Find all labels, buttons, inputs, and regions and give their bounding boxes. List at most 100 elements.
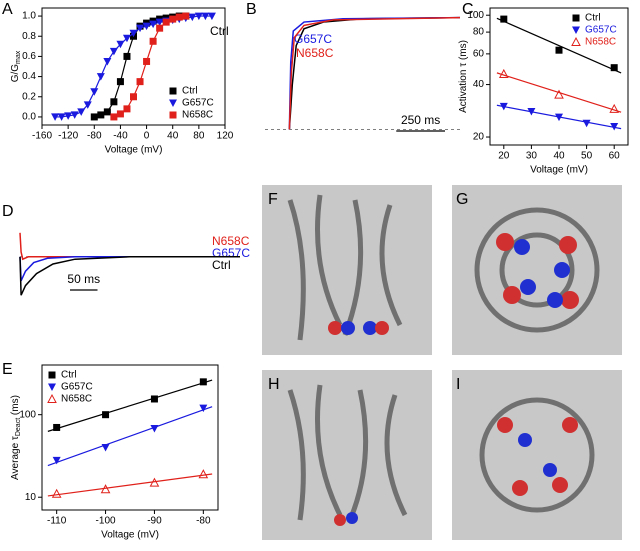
marker (554, 89, 564, 99)
x-tick-label: -160 (32, 131, 52, 142)
y-axis-label-part: (ms) (10, 395, 21, 418)
x-tick-label: 40 (167, 131, 179, 142)
marker (156, 24, 164, 32)
helix (499, 232, 575, 308)
legend-label: N658C (585, 37, 616, 48)
marker (109, 47, 118, 56)
panel-label: E (2, 361, 13, 378)
marker (129, 29, 138, 38)
marker (77, 108, 86, 116)
marker (201, 12, 210, 21)
residue (514, 239, 530, 255)
marker (162, 18, 170, 26)
y-tick-label: 20 (473, 132, 485, 143)
residue (503, 286, 521, 304)
legend-marker (48, 383, 56, 391)
trace-label: G657C (294, 32, 332, 46)
marker (103, 108, 111, 116)
y-tick-label: 1.0 (22, 11, 36, 22)
panel-label: H (268, 376, 280, 393)
trace-label: N658C (296, 46, 334, 60)
marker (51, 113, 60, 121)
marker (527, 108, 536, 116)
x-tick-label: -120 (58, 131, 78, 142)
residue (559, 236, 577, 254)
marker (610, 122, 619, 131)
y-axis-label: Average τDeact (ms) (10, 395, 23, 480)
panel-label: I (456, 376, 460, 393)
residue (375, 321, 389, 335)
legend-label: Ctrl (182, 86, 198, 97)
residue (520, 279, 536, 295)
x-axis-label: Voltage (mV) (105, 145, 163, 156)
marker (194, 12, 203, 21)
marker (123, 52, 131, 60)
structure-image (452, 185, 622, 355)
marker (500, 15, 508, 23)
legend-label: Ctrl (61, 370, 77, 381)
fit-line (47, 473, 213, 497)
residue (561, 291, 579, 309)
y-tick-label: 0.8 (22, 31, 36, 42)
panel-label: F (268, 191, 278, 208)
marker (188, 13, 197, 22)
y-tick-label: 60 (473, 49, 485, 60)
marker (149, 477, 160, 487)
structure-image (262, 370, 432, 540)
trace (288, 16, 461, 130)
y-axis-label-part: Average τ (10, 436, 21, 480)
marker (498, 68, 509, 78)
residues (328, 233, 579, 526)
residue (554, 262, 570, 278)
marker (100, 484, 111, 494)
helix (287, 384, 408, 521)
x-tick-label: 60 (609, 151, 621, 162)
panel-label: G (456, 191, 468, 208)
residue (547, 292, 563, 308)
x-tick-label: -80 (87, 131, 102, 142)
x-tick-label: 80 (193, 131, 205, 142)
legend-label: Ctrl (585, 13, 601, 24)
legend-marker (169, 99, 177, 107)
fit-line (47, 379, 213, 432)
y-tick-label: 0.2 (22, 91, 36, 102)
marker (83, 101, 92, 109)
legend-label: G657C (61, 382, 93, 393)
marker (116, 78, 124, 86)
marker (150, 395, 158, 403)
marker (150, 425, 159, 433)
x-tick-label: -100 (96, 516, 116, 527)
marker (116, 40, 125, 49)
x-axis-label: Voltage (mV) (101, 530, 159, 541)
marker (122, 34, 131, 43)
marker (116, 110, 124, 118)
residue (334, 514, 346, 526)
trace (19, 256, 240, 282)
marker (199, 378, 207, 386)
marker (207, 12, 216, 21)
legend-marker (571, 36, 581, 46)
marker (149, 37, 157, 45)
legend-marker (572, 14, 580, 22)
x-tick-label: 50 (581, 151, 593, 162)
fit-line (496, 72, 622, 113)
marker (103, 57, 112, 66)
helix (474, 207, 600, 333)
y-axis-label-part: Activation τ (ms) (458, 40, 469, 113)
ribbons (287, 194, 600, 521)
x-axis-label: Voltage (mV) (530, 165, 588, 176)
marker (101, 444, 110, 452)
x-tick-label: 40 (553, 151, 565, 162)
marker (155, 18, 164, 27)
marker (53, 423, 61, 431)
marker (143, 57, 151, 65)
y-tick-label: 100 (467, 10, 484, 21)
marker (96, 73, 105, 81)
panel-label: C (462, 1, 474, 18)
legend-marker (572, 26, 580, 34)
marker (555, 46, 563, 54)
marker (499, 102, 508, 111)
x-tick-label: 0 (144, 131, 150, 142)
marker (70, 111, 79, 119)
